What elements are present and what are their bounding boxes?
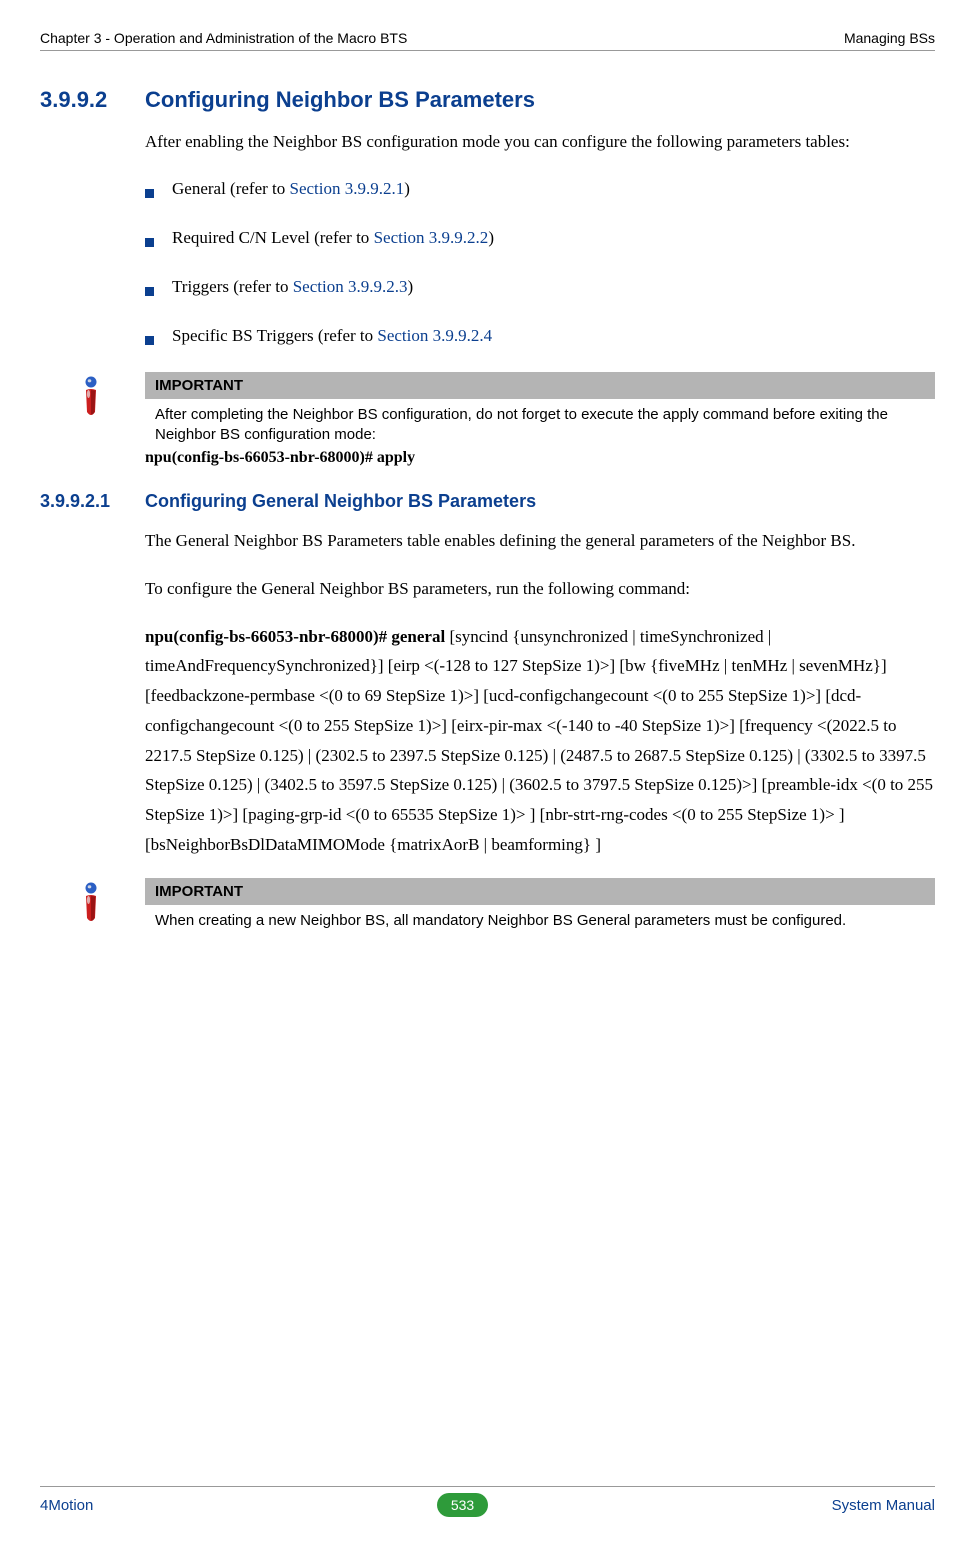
section-heading-1: 3.9.9.2 Configuring Neighbor BS Paramete… [40,87,935,113]
important-callout-1: IMPORTANT After completing the Neighbor … [80,372,935,472]
subsection-number: 3.9.9.2.1 [40,491,145,512]
important-label: IMPORTANT [145,372,935,399]
bullet-item: Triggers (refer to Section 3.9.9.2.3) [145,273,935,300]
important-callout-2: IMPORTANT When creating a new Neighbor B… [80,878,935,933]
bullet-pre: Required C/N Level (refer to [172,228,374,247]
bullet-icon [145,287,154,296]
section-link[interactable]: Section 3.9.9.2.3 [293,277,408,296]
bullet-pre: Triggers (refer to [172,277,293,296]
footer-left: 4Motion [40,1497,93,1514]
important-label: IMPORTANT [145,878,935,905]
bullet-list: General (refer to Section 3.9.9.2.1) Req… [145,175,935,350]
important-content: IMPORTANT When creating a new Neighbor B… [145,878,935,933]
bullet-pre: Specific BS Triggers (refer to [172,326,377,345]
page-number-pill: 533 [437,1493,488,1517]
bullet-icon [145,238,154,247]
important-icon-col [80,878,145,933]
important-command: npu(config-bs-66053-nbr-68000)# apply [145,447,935,471]
command-args: [syncind {unsynchronized | timeSynchroni… [145,627,933,854]
important-content: IMPORTANT After completing the Neighbor … [145,372,935,472]
section-link[interactable]: Section 3.9.9.2.2 [374,228,489,247]
command-bold: npu(config-bs-66053-nbr-68000)# general [145,627,449,646]
bullet-text: Specific BS Triggers (refer to Section 3… [172,322,492,349]
footer-right: System Manual [832,1497,935,1514]
section-heading-2: 3.9.9.2.1 Configuring General Neighbor B… [40,491,935,512]
section-link[interactable]: Section 3.9.9.2.4 [377,326,492,345]
info-icon [80,376,102,420]
info-icon [80,882,102,926]
important-icon-col [80,372,145,472]
section2-p2: To configure the General Neighbor BS par… [145,574,935,604]
section1-intro: After enabling the Neighbor BS configura… [145,127,935,157]
important-body: After completing the Neighbor BS configu… [145,399,935,448]
bullet-text: Required C/N Level (refer to Section 3.9… [172,224,494,251]
section2-p1: The General Neighbor BS Parameters table… [145,526,935,556]
bullet-pre: General (refer to [172,179,290,198]
page-footer: 4Motion 533 System Manual [40,1486,935,1517]
bullet-item: General (refer to Section 3.9.9.2.1) [145,175,935,202]
header-left: Chapter 3 - Operation and Administration… [40,30,407,46]
bullet-item: Required C/N Level (refer to Section 3.9… [145,224,935,251]
bullet-text: General (refer to Section 3.9.9.2.1) [172,175,410,202]
important-body: When creating a new Neighbor BS, all man… [145,905,935,933]
bullet-icon [145,336,154,345]
bullet-item: Specific BS Triggers (refer to Section 3… [145,322,935,349]
page-header: Chapter 3 - Operation and Administration… [40,30,935,51]
bullet-text: Triggers (refer to Section 3.9.9.2.3) [172,273,413,300]
section-link[interactable]: Section 3.9.9.2.1 [290,179,405,198]
bullet-post: ) [407,277,413,296]
subsection-title: Configuring General Neighbor BS Paramete… [145,491,536,512]
bullet-post: ) [404,179,410,198]
bullet-post: ) [488,228,494,247]
section-title: Configuring Neighbor BS Parameters [145,87,535,113]
command-block: npu(config-bs-66053-nbr-68000)# general … [145,622,935,860]
bullet-icon [145,189,154,198]
header-right: Managing BSs [844,30,935,46]
section-number: 3.9.9.2 [40,87,145,113]
